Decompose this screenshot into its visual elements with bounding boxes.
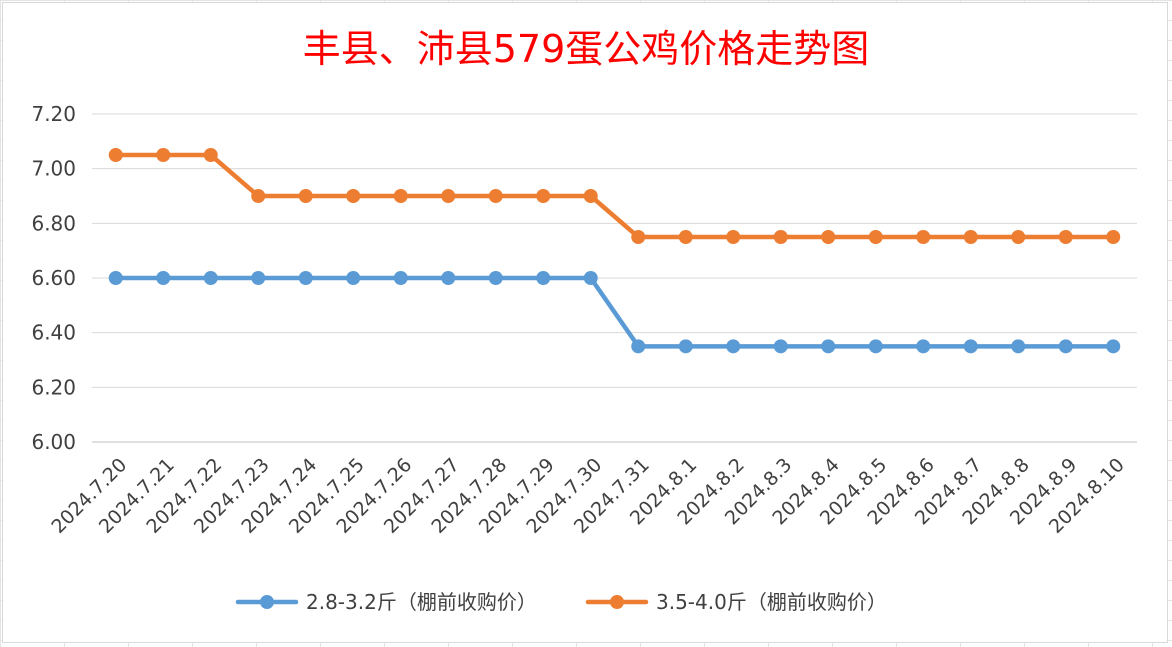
data-point	[393, 189, 408, 203]
data-point	[441, 189, 456, 203]
data-point	[156, 148, 171, 162]
data-point	[631, 230, 646, 244]
y-tick-label: 6.60	[31, 266, 76, 290]
legend-item: 3.5-4.0斤（棚前收购价）	[585, 590, 887, 614]
data-point	[821, 230, 836, 244]
y-axis-ticks: 6.00 6.20 6.40 6.60 6.80 7.00 7.20	[31, 102, 76, 454]
data-point	[203, 148, 218, 162]
data-point	[488, 271, 503, 285]
series-layer	[108, 148, 1121, 354]
y-tick-label: 6.00	[31, 430, 76, 454]
data-point	[1058, 230, 1073, 244]
data-point	[1106, 339, 1121, 354]
y-tick-label: 7.20	[31, 102, 76, 126]
series-line	[113, 275, 1116, 349]
legend-item: 2.8-3.2斤（棚前收购价）	[235, 590, 537, 614]
data-point	[583, 271, 598, 285]
data-point	[251, 271, 266, 285]
data-point	[726, 339, 741, 354]
data-point	[583, 189, 598, 203]
data-point	[868, 230, 883, 244]
data-point	[821, 339, 836, 354]
data-point	[631, 339, 646, 354]
data-point	[393, 271, 408, 285]
data-point	[251, 189, 266, 203]
series-1	[108, 271, 1121, 354]
data-point	[678, 339, 693, 354]
data-point	[536, 189, 551, 203]
data-point	[773, 339, 788, 354]
y-tick-label: 6.80	[31, 211, 76, 235]
series-line	[113, 152, 1116, 240]
data-point	[536, 271, 551, 285]
legend-swatch-marker	[260, 595, 274, 609]
y-tick-label: 6.20	[31, 375, 76, 399]
data-point	[726, 230, 741, 244]
legend-label: 3.5-4.0斤（棚前收购价）	[656, 590, 887, 614]
x-axis-ticks: 2024.7.202024.7.212024.7.222024.7.232024…	[47, 454, 1128, 538]
chart-title: 丰县、沛县579蛋公鸡价格走势图	[303, 27, 870, 71]
legend-label: 2.8-3.2斤（棚前收购价）	[306, 590, 537, 614]
data-point	[346, 189, 361, 203]
data-point	[203, 271, 218, 285]
data-point	[916, 339, 931, 354]
data-point	[298, 271, 313, 285]
legend: 2.8-3.2斤（棚前收购价） 3.5-4.0斤（棚前收购价）	[235, 590, 887, 614]
data-point	[488, 189, 503, 203]
data-point	[1011, 339, 1026, 354]
y-tick-label: 6.40	[31, 321, 76, 345]
data-point	[441, 271, 456, 285]
data-point	[1011, 230, 1026, 244]
legend-swatch-marker	[610, 595, 624, 609]
data-point	[963, 339, 978, 354]
data-point	[773, 230, 788, 244]
gridlines	[92, 113, 1137, 443]
data-point	[156, 271, 171, 285]
series-2	[108, 148, 1121, 244]
data-point	[916, 230, 931, 244]
data-point	[868, 339, 883, 354]
data-point	[1106, 230, 1121, 244]
y-tick-label: 7.00	[31, 157, 76, 181]
data-point	[1058, 339, 1073, 354]
data-point	[346, 271, 361, 285]
data-point	[108, 271, 123, 285]
data-point	[108, 148, 123, 162]
data-point	[298, 189, 313, 203]
data-point	[678, 230, 693, 244]
data-point	[963, 230, 978, 244]
